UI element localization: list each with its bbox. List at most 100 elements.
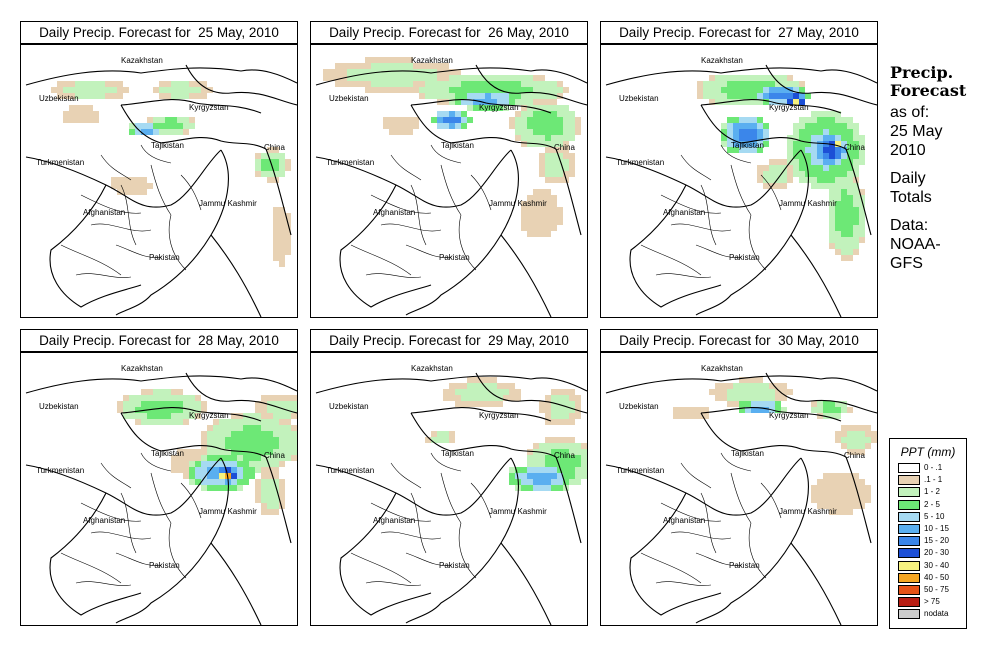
precip-cell — [533, 75, 539, 81]
precip-cell — [841, 141, 847, 147]
precip-cell — [817, 165, 823, 171]
precip-cell — [365, 81, 371, 87]
precip-cell — [545, 449, 551, 455]
precip-cell — [829, 485, 835, 491]
precip-cell — [237, 455, 243, 461]
precip-cell — [285, 443, 291, 449]
precip-cell — [141, 189, 147, 195]
precip-cell — [575, 413, 581, 419]
precip-cell — [817, 491, 823, 497]
precip-cell — [401, 75, 407, 81]
legend-swatch — [898, 487, 920, 498]
precip-cell — [267, 425, 273, 431]
precip-cell — [491, 377, 497, 383]
precip-cell — [183, 129, 189, 135]
precip-cell — [183, 413, 189, 419]
precip-cell — [509, 93, 515, 99]
precip-cell — [545, 407, 551, 413]
precip-cell — [285, 449, 291, 455]
precip-cell — [347, 75, 353, 81]
precip-cell — [853, 219, 859, 225]
precip-cell — [63, 117, 69, 123]
precip-cell — [335, 75, 341, 81]
precip-cell — [805, 123, 811, 129]
precip-cell — [557, 413, 563, 419]
country-border — [315, 67, 587, 86]
precip-cell — [865, 497, 871, 503]
province-border — [140, 144, 172, 164]
map-svg: KazakhstanUzbekistanKyrgyzstanTajikistan… — [315, 56, 587, 317]
precip-cell — [455, 75, 461, 81]
precip-cell — [551, 485, 557, 491]
province-border — [390, 154, 422, 181]
precip-cell — [853, 159, 859, 165]
precip-cell — [273, 419, 279, 425]
precip-cell — [389, 123, 395, 129]
precip-cell — [557, 147, 563, 153]
precip-cell — [153, 407, 159, 413]
precip-cell — [539, 467, 545, 473]
precip-cell — [521, 99, 527, 105]
precip-cell — [835, 509, 841, 515]
precip-cell — [419, 93, 425, 99]
precip-cell — [533, 99, 539, 105]
country-label: Kyrgyzstan — [479, 411, 519, 420]
precip-cell — [847, 189, 853, 195]
precip-cell — [763, 75, 769, 81]
precip-cell — [431, 93, 437, 99]
country-border — [315, 457, 512, 516]
precip-cell — [159, 87, 165, 93]
precip-cell — [727, 75, 733, 81]
precip-cell — [539, 207, 545, 213]
precip-cell — [853, 135, 859, 141]
precip-cell — [285, 249, 291, 255]
precip-cell — [473, 401, 479, 407]
panel-title: Daily Precip. Forecast for 30 May, 2010 — [600, 329, 878, 352]
precip-cell — [563, 467, 569, 473]
precip-cell — [177, 87, 183, 93]
precip-cell — [739, 129, 745, 135]
precip-cell — [563, 141, 569, 147]
precip-cell — [273, 461, 279, 467]
precip-cell — [539, 219, 545, 225]
precip-cell — [739, 87, 745, 93]
precip-cell — [515, 93, 521, 99]
precip-cell — [847, 195, 853, 201]
precip-cell — [69, 111, 75, 117]
precip-cell — [129, 395, 135, 401]
precip-cell — [563, 117, 569, 123]
precip-cell — [751, 135, 757, 141]
precip-cell — [545, 87, 551, 93]
precip-cell — [503, 87, 509, 93]
precip-cell — [279, 497, 285, 503]
legend-swatch — [898, 548, 920, 559]
precip-cell — [853, 147, 859, 153]
precip-cell — [69, 93, 75, 99]
province-border — [700, 184, 717, 246]
precip-cell — [291, 449, 297, 455]
precip-cell — [407, 123, 413, 129]
country-label: Tajikistan — [441, 141, 474, 150]
precip-cell — [847, 123, 853, 129]
precip-cell — [859, 159, 865, 165]
precip-cell — [443, 395, 449, 401]
precip-cell — [823, 153, 829, 159]
country-label: Turkmenistan — [616, 158, 664, 167]
precip-cell — [473, 81, 479, 87]
precip-cell — [527, 485, 533, 491]
precip-cell — [479, 87, 485, 93]
precip-cell — [817, 129, 823, 135]
precip-map: Kazakhstan Uzbekistan Kyrgyzstan Tajikistan… — [20, 44, 298, 318]
precip-cell — [171, 123, 177, 129]
precip-cell — [781, 177, 787, 183]
province-border — [100, 462, 132, 489]
precip-cell — [847, 437, 853, 443]
country-label: Afghanistan — [373, 516, 415, 525]
precip-cell — [407, 81, 413, 87]
precip-cell — [775, 171, 781, 177]
precip-cell — [273, 473, 279, 479]
precip-cell — [557, 87, 563, 93]
map-svg: KazakhstanUzbekistanKyrgyzstanTajikistan… — [315, 364, 587, 625]
map-svg: KazakhstanUzbekistanKyrgyzstanTajikistan… — [605, 364, 877, 625]
precip-cell — [509, 87, 515, 93]
